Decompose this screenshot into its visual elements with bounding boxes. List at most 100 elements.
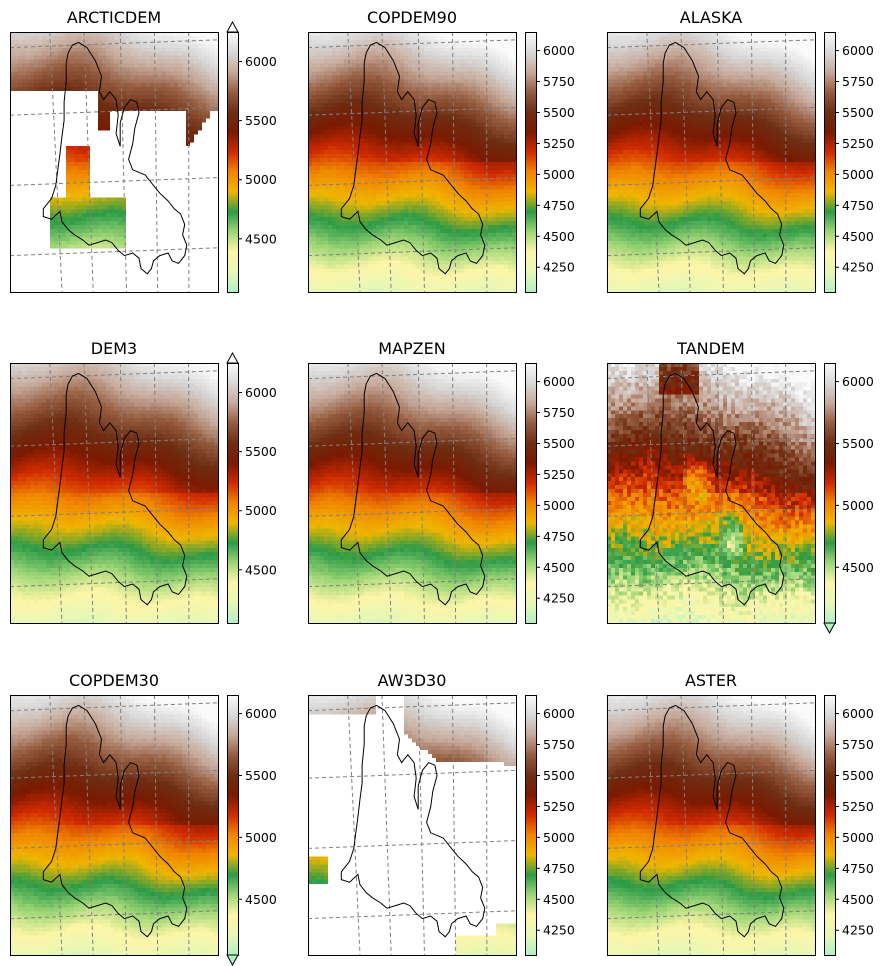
colorbar-tick-label: 5250	[543, 467, 575, 482]
colorbar-tick-label: 4250	[543, 923, 575, 938]
colorbar-tick-label: 5750	[543, 405, 575, 420]
map-frame	[308, 363, 517, 624]
colorbar-tick-label: 6000	[543, 706, 575, 721]
panel-aster: ASTER 4250 4500 4750 5000 5250 5500 5750 6000	[607, 671, 874, 956]
colorbar-extend-min	[823, 622, 836, 635]
panel-tandem: TANDEM 4500 5000 5500 6000	[607, 339, 874, 635]
map-frame	[308, 32, 517, 293]
colorbar-tick-label: 6000	[245, 54, 277, 69]
elevation-heatmap	[607, 32, 815, 292]
colorbar-tick-label: 4250	[543, 260, 575, 275]
graticule	[607, 32, 815, 292]
colorbar-tick-label: 5500	[842, 105, 874, 120]
colorbar-tick-label: 4500	[543, 560, 575, 575]
graticule	[308, 32, 516, 292]
colorbar-tick-label: 5750	[842, 74, 874, 89]
colorbar-tick-label: 4750	[543, 198, 575, 213]
colorbar-tick-label: 4250	[842, 923, 874, 938]
colorbar-tick-label: 6000	[543, 374, 575, 389]
colorbar-tick-label: 5500	[543, 105, 575, 120]
colorbar-tick-label: 4500	[842, 229, 874, 244]
colorbar: 4500 5000 5500 6000	[226, 695, 277, 966]
colorbar-tick-label: 6000	[245, 706, 277, 721]
panel-copdem90: COPDEM90 4250 4500 4750 5000 5250 5500 5750 6000	[308, 8, 575, 293]
colorbar-tick-label: 5500	[245, 768, 277, 783]
colorbar-tick-label: 4250	[543, 591, 575, 606]
glacier-outline	[42, 704, 188, 938]
map-frame	[607, 695, 816, 956]
panel-title: ARCTICDEM	[67, 8, 161, 27]
elevation-heatmap	[607, 363, 815, 623]
panel-title: MAPZEN	[378, 339, 445, 358]
colorbar: 4500 5000 5500 6000	[226, 20, 277, 293]
map-frame	[308, 695, 517, 956]
panel-arcticdem: ARCTICDEM 4500 5000 5500 6000	[10, 8, 277, 293]
glacier-outline	[639, 372, 785, 606]
colorbar-tick-label: 4750	[543, 861, 575, 876]
graticule	[10, 363, 218, 623]
colorbar-extend-min	[226, 954, 239, 966]
colorbar-tick-label: 6000	[842, 374, 874, 389]
panel-title: TANDEM	[676, 339, 745, 358]
graticule	[607, 363, 815, 623]
panel-copdem30: COPDEM30 4500 5000 5500 6000	[10, 671, 277, 966]
colorbar-tick-label: 4750	[543, 529, 575, 544]
colorbar-tick-label: 4500	[842, 560, 874, 575]
colorbar-tick-label: 5250	[543, 799, 575, 814]
colorbar-tick-label: 4500	[842, 892, 874, 907]
colorbar-tick-label: 5250	[842, 136, 874, 151]
glacier-outline	[639, 41, 785, 275]
colorbar-extend-max	[226, 351, 239, 364]
colorbar: 4250 4500 4750 5000 5250 5500 5750 6000	[824, 32, 874, 293]
colorbar-tick-label: 5750	[842, 737, 874, 752]
graticule	[607, 695, 815, 955]
graticule	[308, 695, 516, 955]
panel-dem3: DEM3 4500 5000 5500 6000	[10, 339, 277, 624]
graticule	[308, 363, 516, 623]
colorbar-tick-label: 5500	[842, 436, 874, 451]
elevation-heatmap	[308, 695, 516, 955]
colorbar-tick-label: 4250	[842, 260, 874, 275]
colorbar-tick-label: 6000	[842, 43, 874, 58]
colorbar: 4250 4500 4750 5000 5250 5500 5750 6000	[525, 32, 575, 293]
panel-title: AW3D30	[378, 671, 447, 690]
colorbar: 4500 5000 5500 6000	[823, 363, 874, 635]
elevation-heatmap	[308, 363, 516, 623]
colorbar-tick-label: 5000	[842, 498, 874, 513]
glacier-outline	[42, 372, 188, 606]
colorbar-tick-label: 5000	[543, 498, 575, 513]
colorbar-extend-max	[226, 20, 239, 33]
glacier-outline	[42, 41, 188, 275]
elevation-heatmap	[10, 32, 218, 292]
colorbar-tick-label: 4500	[245, 562, 277, 577]
colorbar-tick-label: 5000	[245, 172, 277, 187]
colorbar-tick-label: 5500	[543, 436, 575, 451]
colorbar-tick-label: 4750	[842, 861, 874, 876]
panel-title: ASTER	[685, 671, 737, 690]
colorbar-tick-label: 5000	[842, 167, 874, 182]
colorbar-tick-label: 6000	[842, 706, 874, 721]
colorbar-tick-label: 5000	[842, 830, 874, 845]
colorbar-tick-label: 4500	[543, 892, 575, 907]
glacier-outline	[340, 372, 486, 606]
glacier-outline	[340, 704, 486, 938]
colorbar: 4250 4500 4750 5000 5250 5500 5750 6000	[824, 695, 874, 956]
panel-mapzen: MAPZEN 4250 4500 4750 5000 5250 5500 5750 6000	[308, 339, 575, 624]
colorbar-tick-label: 5000	[245, 503, 277, 518]
elevation-heatmap	[607, 695, 815, 955]
panel-title: ALASKA	[680, 8, 743, 27]
colorbar-tick-label: 5000	[245, 830, 277, 845]
colorbar: 4500 5000 5500 6000	[226, 351, 277, 624]
map-frame	[10, 695, 219, 956]
glacier-outline	[639, 704, 785, 938]
colorbar-tick-label: 4500	[245, 231, 277, 246]
colorbar-tick-label: 4500	[245, 892, 277, 907]
elevation-heatmap	[308, 32, 516, 292]
colorbar-tick-label: 6000	[543, 43, 575, 58]
colorbar-tick-label: 5750	[543, 737, 575, 752]
panel-alaska: ALASKA 4250 4500 4750 5000 5250 5500 5750 6000	[607, 8, 874, 293]
colorbar-tick-label: 4500	[543, 229, 575, 244]
graticule	[10, 32, 218, 292]
colorbar-tick-label: 5500	[245, 444, 277, 459]
